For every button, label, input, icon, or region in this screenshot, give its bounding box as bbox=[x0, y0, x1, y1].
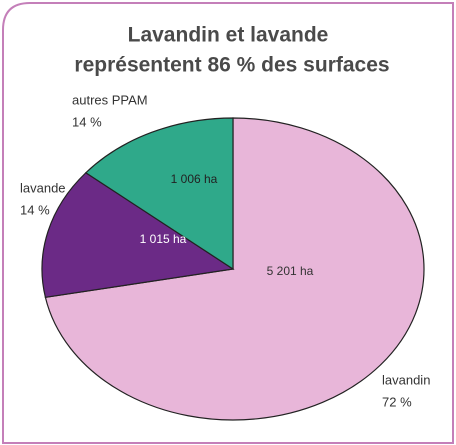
area-label: 1 015 ha bbox=[140, 232, 187, 246]
category-label: autres PPAM bbox=[72, 92, 148, 107]
pie-slice bbox=[84, 117, 234, 271]
value-label: 14 % bbox=[72, 114, 102, 129]
chart-title: représentent 86 % des surfaces bbox=[74, 54, 389, 77]
area-label: 1 006 ha bbox=[171, 172, 218, 186]
category-label: lavande bbox=[20, 180, 66, 195]
pie-slice bbox=[44, 117, 425, 421]
value-label: 72 % bbox=[382, 394, 412, 409]
area-label: 5 201 ha bbox=[267, 264, 314, 278]
chart-title: Lavandin et lavande bbox=[128, 24, 329, 47]
value-label: 14 % bbox=[20, 202, 50, 217]
category-label: lavandin bbox=[382, 372, 430, 387]
pie-slice bbox=[41, 171, 235, 298]
